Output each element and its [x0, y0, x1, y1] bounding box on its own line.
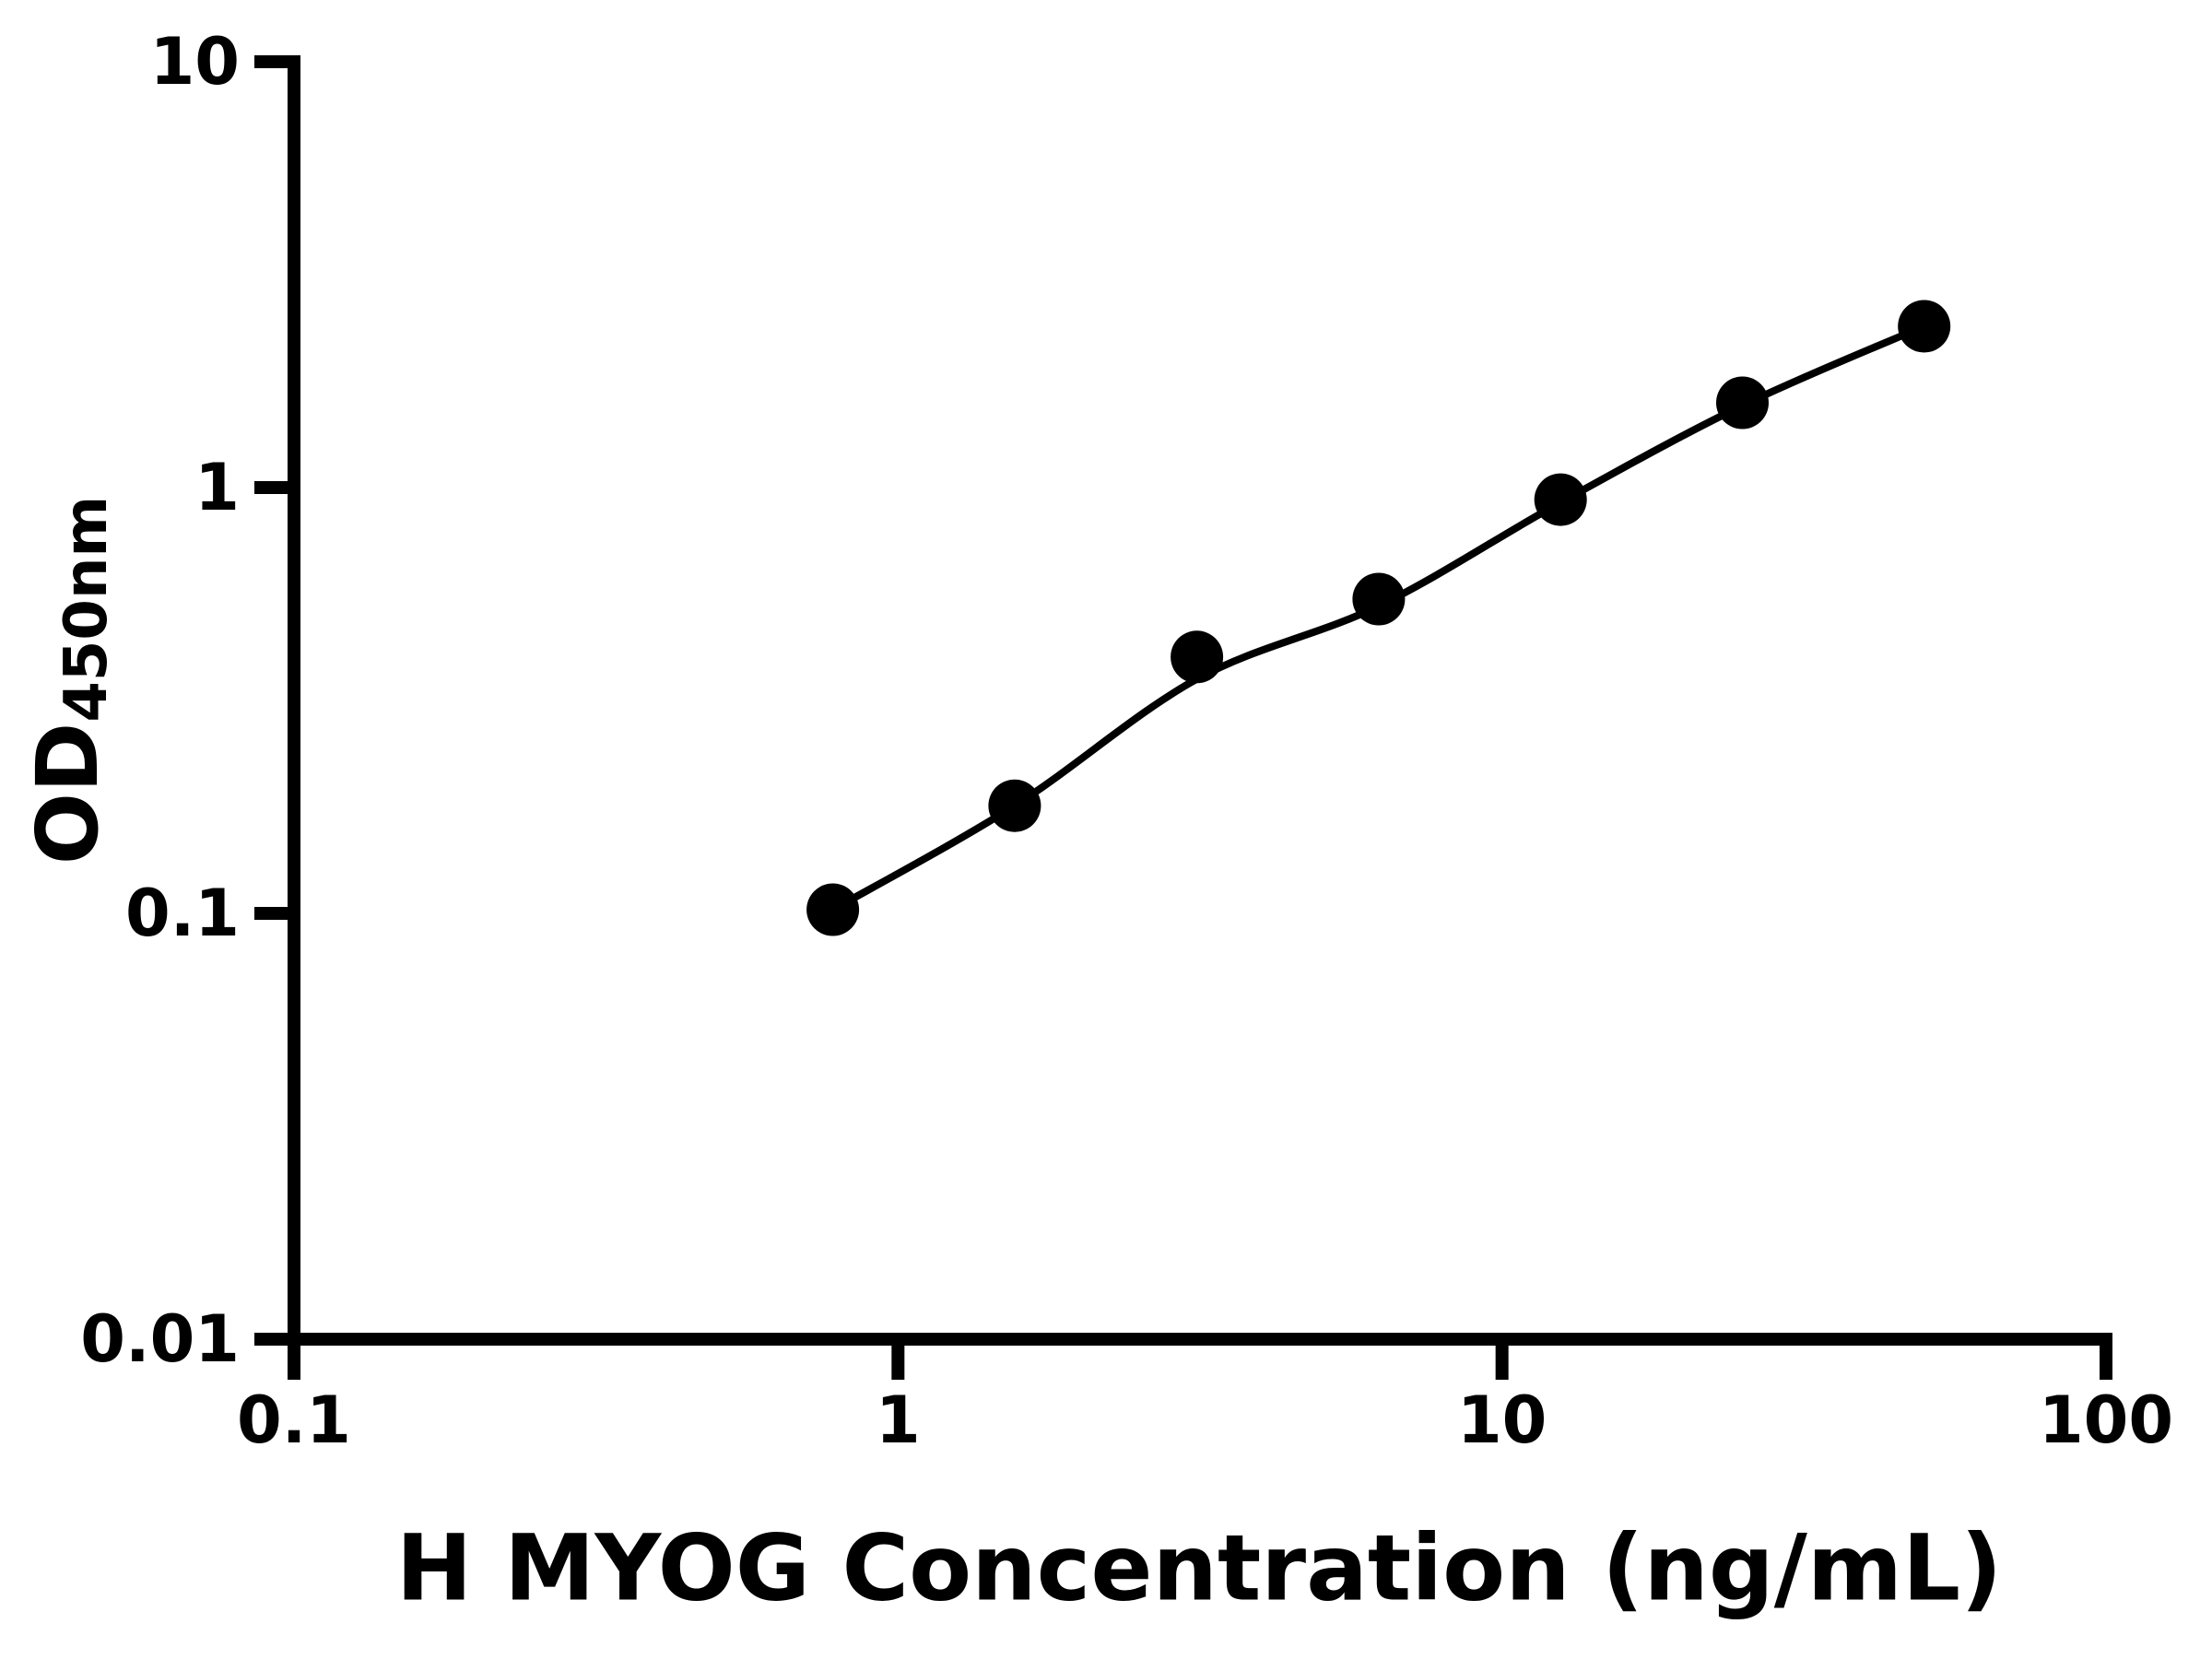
- y-axis-title: OD450nm: [18, 496, 121, 865]
- x-tick-label-0-1: 0.1: [236, 1382, 352, 1458]
- data-point: [988, 779, 1041, 832]
- data-points: [806, 300, 1951, 936]
- x-tick-label-100: 100: [2038, 1382, 2174, 1458]
- y-axis-title-main: OD: [18, 722, 117, 865]
- data-point: [806, 883, 860, 936]
- x-tick-label-10: 10: [1456, 1382, 1547, 1458]
- data-point: [1534, 473, 1587, 526]
- y-tick-label-0-1: 0.1: [124, 876, 240, 951]
- data-point: [1716, 376, 1769, 429]
- y-tick-label-1: 1: [194, 450, 240, 525]
- data-point: [1898, 300, 1951, 353]
- y-axis-title-subscript: 450nm: [53, 495, 121, 723]
- y-tick-label-0-01: 0.01: [80, 1301, 240, 1377]
- y-tick-label-10: 10: [149, 24, 240, 100]
- data-point: [1171, 630, 1224, 684]
- data-point: [1352, 572, 1406, 626]
- axis-tick-marks: [254, 55, 2112, 1380]
- x-axis-title: H MYOG Concentration (ng/mL): [395, 1515, 2003, 1622]
- x-tick-label-1: 1: [875, 1382, 921, 1458]
